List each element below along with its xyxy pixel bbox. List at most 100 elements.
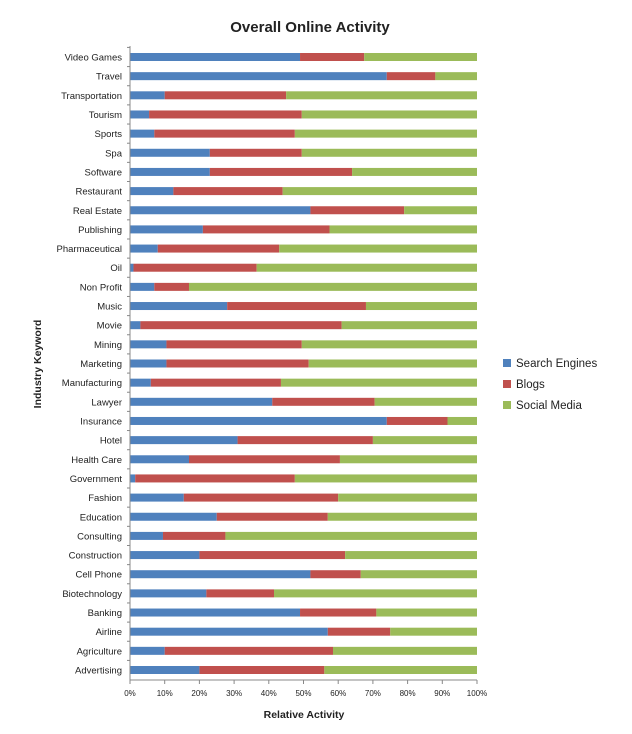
bar-segment [374, 397, 477, 406]
bar-segment [130, 589, 207, 598]
category-labels: Video Games Travel Transportation Tourism Sp… [57, 53, 123, 677]
bar-segment [237, 436, 373, 445]
category-label: Music [97, 302, 122, 313]
bar-segment [130, 263, 134, 272]
bar-segment [209, 167, 353, 176]
legend-label: Blogs [516, 379, 545, 391]
bar-segment [341, 321, 477, 330]
x-tick-label: 50% [295, 689, 311, 698]
bar-segment [130, 531, 163, 540]
bar-segment [294, 474, 477, 483]
category-label: Manufacturing [62, 378, 122, 389]
category-label: Video Games [65, 53, 123, 64]
bar-segment [376, 608, 477, 617]
bar-segment [301, 110, 477, 119]
bar-segment [130, 608, 301, 617]
bar-segment [227, 302, 366, 311]
bar-segment [130, 416, 387, 425]
bar-segment [130, 321, 141, 330]
x-tick-label: 90% [434, 689, 450, 698]
x-tick-label: 30% [226, 689, 242, 698]
category-label: Airline [96, 627, 122, 638]
bar-segment [183, 493, 339, 502]
legend-label: Social Media [516, 400, 582, 412]
bar-segment [310, 570, 361, 579]
category-label: Spa [105, 148, 123, 159]
category-label: Hotel [100, 436, 122, 447]
category-label: Advertising [75, 666, 122, 677]
bar-segment [404, 206, 477, 215]
category-label: Biotechnology [62, 589, 122, 600]
category-label: Cell Phone [76, 570, 122, 581]
x-tick-label: 60% [330, 689, 346, 698]
bar-segment [149, 110, 302, 119]
category-label: Consulting [77, 531, 122, 542]
bar-segment [130, 53, 301, 61]
legend-swatch [503, 401, 511, 409]
y-axis-title: Industry Keyword [32, 320, 44, 409]
bar-segment [154, 129, 295, 138]
bar-segment [327, 512, 477, 521]
bar-segment [164, 91, 287, 100]
bar-segment [130, 225, 203, 234]
bar-segment [301, 148, 477, 157]
category-label: Non Profit [80, 282, 123, 293]
bar-segment [157, 244, 280, 253]
bar-segment [225, 531, 477, 540]
category-label: Oil [110, 263, 122, 274]
bar-segment [447, 416, 477, 425]
bar-segment [301, 340, 477, 349]
bar-segment [329, 225, 477, 234]
bar-segment [130, 167, 210, 176]
category-label: Lawyer [91, 397, 122, 408]
x-axis: 0% 10% 20% 30% 40% 50% 60% 70% 80% 90% 100% [124, 46, 487, 698]
bar-segment [390, 627, 477, 636]
bar-segment [199, 551, 346, 560]
bar-segment [282, 187, 477, 196]
category-label: Publishing [78, 225, 122, 236]
x-tick-label: 70% [365, 689, 381, 698]
bar-segment [202, 225, 330, 234]
bar-segment [130, 666, 200, 674]
bar-segment [130, 244, 158, 253]
bar-segment [130, 187, 174, 196]
bar-segment [286, 91, 477, 100]
bar-segment [130, 512, 217, 521]
x-tick-label: 80% [400, 689, 416, 698]
bar-segment [166, 340, 302, 349]
plot-area [127, 46, 478, 674]
category-label: Insurance [80, 416, 122, 427]
bar-segment [308, 359, 477, 368]
bar-segment [188, 282, 478, 291]
bar-segment [130, 340, 167, 349]
bar-segment [188, 455, 340, 464]
category-label: Mining [94, 340, 122, 351]
category-label: Pharmaceutical [57, 244, 122, 255]
bar-segment [130, 378, 151, 387]
bar-segment [130, 474, 136, 483]
bar-segment [130, 493, 184, 502]
bar-segment [272, 397, 375, 406]
bar-segment [133, 263, 257, 272]
x-tick-label: 100% [467, 689, 487, 698]
bar-segment [435, 72, 477, 81]
x-tick-label: 10% [157, 689, 173, 698]
category-label: Marketing [80, 359, 122, 370]
bar-segment [300, 53, 365, 61]
bar-segment [130, 91, 165, 100]
bar-segment [130, 570, 311, 579]
x-tick-label: 20% [191, 689, 207, 698]
bar-segment [130, 206, 311, 215]
category-label: Government [70, 474, 123, 485]
legend-swatch [503, 380, 511, 388]
category-label: Sports [95, 129, 123, 140]
x-tick-label: 0% [124, 689, 136, 698]
category-label: Restaurant [76, 187, 123, 198]
category-label: Banking [88, 608, 122, 619]
bar-segment [130, 436, 238, 445]
bar-segment [130, 110, 150, 119]
bar-segment [130, 455, 189, 464]
bar-segment [386, 416, 448, 425]
legend-swatch [503, 359, 511, 367]
bar-segment [162, 531, 226, 540]
